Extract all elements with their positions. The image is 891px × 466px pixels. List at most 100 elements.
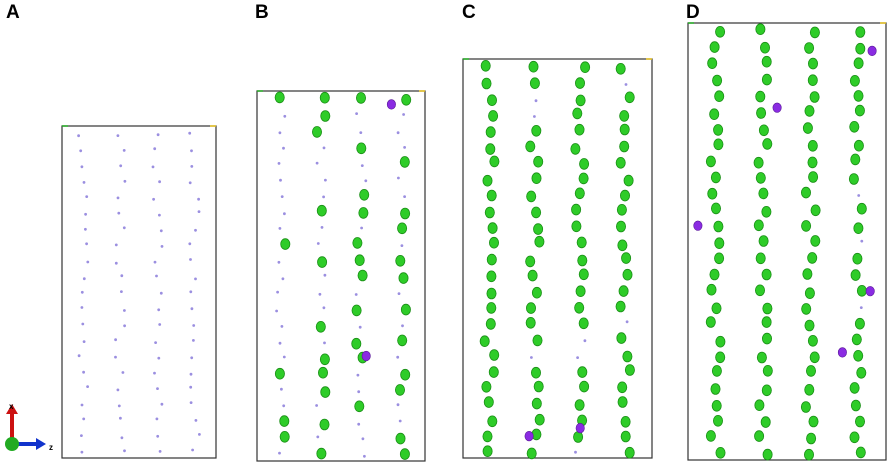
green-atom [848, 173, 859, 185]
green-atom [576, 236, 587, 249]
small-atom [192, 339, 195, 342]
purple-atom [867, 45, 877, 57]
green-atom [317, 256, 328, 268]
green-atom [753, 156, 764, 169]
green-atom [351, 337, 362, 350]
green-atom [706, 283, 717, 296]
green-atom [753, 219, 764, 232]
small-atom [356, 373, 360, 377]
green-atom [483, 396, 494, 408]
green-atom [488, 236, 499, 249]
green-atom [850, 153, 861, 166]
green-atom [755, 90, 766, 103]
purple-atom [693, 220, 703, 231]
small-atom [117, 404, 121, 408]
green-atom [761, 206, 772, 218]
green-atom [533, 223, 544, 235]
green-atom [804, 105, 815, 117]
green-atom [489, 349, 500, 361]
small-atom [80, 290, 84, 294]
green-atom [804, 319, 815, 332]
simulation-box-frame [61, 125, 217, 459]
green-atom [755, 284, 766, 297]
small-atom [275, 309, 278, 313]
green-atom [801, 220, 812, 232]
green-atom [624, 91, 635, 104]
green-atom [574, 399, 585, 411]
small-atom [359, 131, 363, 135]
small-atom [197, 210, 201, 214]
small-atom [533, 115, 536, 118]
green-atom [755, 23, 766, 36]
green-atom [486, 270, 497, 283]
green-atom [849, 121, 860, 133]
green-atom [707, 187, 718, 200]
green-atom [619, 140, 630, 153]
green-atom [488, 366, 499, 378]
small-atom [155, 274, 158, 278]
green-atom [707, 57, 718, 69]
green-atom [354, 400, 365, 413]
axis-origin-sphere [5, 437, 19, 451]
purple-atom [575, 423, 585, 434]
small-atom [355, 112, 358, 115]
small-atom [153, 147, 157, 151]
small-atom [282, 146, 285, 150]
green-atom [623, 174, 634, 187]
small-atom [358, 325, 362, 329]
green-atom [711, 365, 722, 377]
green-atom [486, 253, 497, 266]
green-atom [486, 94, 497, 106]
small-atom [160, 402, 164, 406]
green-atom [804, 383, 815, 396]
small-atom [82, 370, 85, 374]
green-atom [713, 124, 724, 136]
small-atom [278, 341, 282, 345]
small-atom [857, 194, 861, 197]
small-atom [396, 403, 400, 407]
green-atom [578, 317, 589, 330]
green-atom [319, 353, 330, 366]
small-atom [860, 239, 864, 243]
green-atom [624, 446, 635, 459]
green-atom [853, 349, 864, 362]
green-atom [705, 316, 716, 328]
green-atom [713, 414, 724, 427]
green-atom [534, 413, 545, 426]
green-atom [712, 74, 723, 87]
green-atom [715, 351, 726, 364]
green-atom [853, 222, 864, 235]
green-atom [485, 143, 496, 155]
small-atom [357, 390, 361, 394]
green-atom [849, 75, 860, 87]
green-atom [762, 302, 773, 315]
green-atom [615, 300, 626, 313]
simulation-box-frame [256, 90, 426, 462]
small-atom [280, 325, 284, 328]
green-atom [319, 418, 330, 431]
small-atom [123, 449, 126, 453]
small-atom [576, 356, 579, 359]
green-atom [274, 367, 285, 380]
small-atom [401, 324, 404, 328]
green-atom [807, 252, 818, 264]
green-atom [850, 399, 861, 412]
small-atom [159, 229, 163, 233]
small-atom [360, 226, 363, 230]
purple-atom [361, 350, 371, 362]
green-atom [856, 202, 867, 215]
green-atom [853, 139, 864, 152]
green-atom [574, 123, 585, 136]
axis-z-arrowhead [36, 438, 46, 450]
purple-atom [837, 347, 847, 358]
small-atom [318, 292, 322, 296]
green-atom [525, 255, 536, 268]
green-atom [316, 204, 327, 217]
green-atom [854, 317, 865, 330]
green-atom [756, 351, 767, 364]
small-atom [323, 341, 326, 345]
green-atom [758, 187, 769, 200]
small-atom [157, 356, 161, 360]
green-atom [620, 430, 631, 443]
green-atom [526, 302, 537, 314]
